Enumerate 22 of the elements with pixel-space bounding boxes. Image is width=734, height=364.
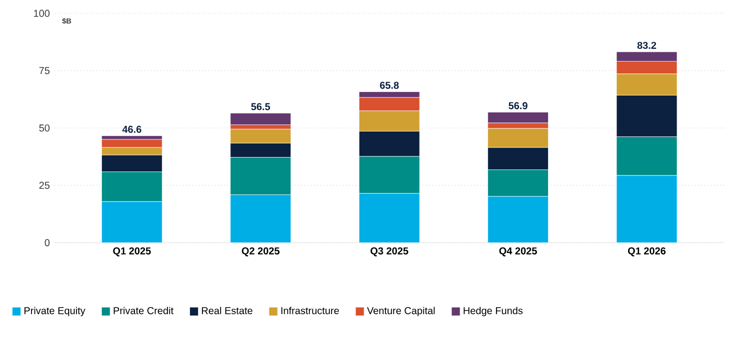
total-label: 83.2 xyxy=(637,42,656,49)
total-label: 56.5 xyxy=(251,103,270,110)
x-tick-label: Q4 2025 xyxy=(499,247,537,256)
bar xyxy=(230,112,292,125)
y-tick-label: 50 xyxy=(39,124,50,132)
total-label: 65.8 xyxy=(380,82,399,89)
x-tick-label: Q3 2025 xyxy=(370,247,408,256)
y-tick-label: 100 xyxy=(34,10,50,17)
x-tick-label: Q1 2025 xyxy=(113,247,151,256)
legend-label: Venture Capital xyxy=(366,306,435,316)
x-tick-label: Q1 2026 xyxy=(628,247,666,256)
y-tick-label: 25 xyxy=(39,182,50,189)
legend-label: Infrastructure xyxy=(281,306,339,314)
x-tick-label: Q2 2025 xyxy=(242,247,280,256)
legend-label: Private Equity xyxy=(24,306,86,316)
total-label: 46.6 xyxy=(122,126,142,133)
total-label: 56.9 xyxy=(508,102,528,110)
y-tick-label: 75 xyxy=(39,67,50,74)
y-tick-label: 0 xyxy=(44,239,50,246)
legend-label: Real Estate xyxy=(202,306,252,314)
legend-label: Hedge Funds xyxy=(464,306,523,316)
legend-label: Private Credit xyxy=(114,306,174,314)
